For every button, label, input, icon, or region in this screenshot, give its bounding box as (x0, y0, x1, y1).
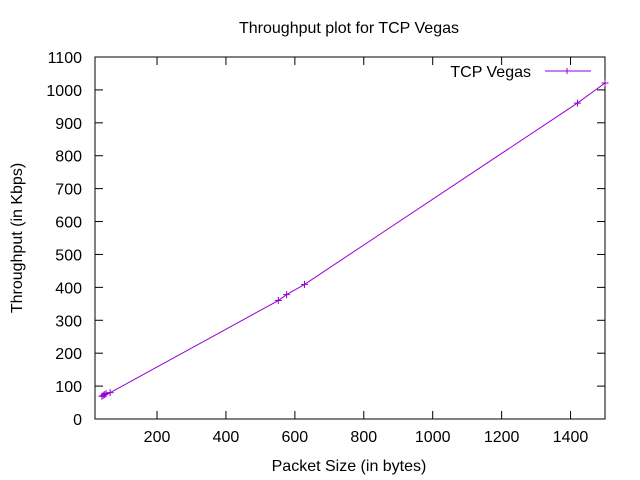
y-tick-label: 500 (55, 247, 82, 264)
x-tick-label: 1400 (553, 429, 589, 446)
y-tick-label: 100 (55, 379, 82, 396)
y-tick-label: 0 (73, 412, 82, 429)
data-point (283, 291, 291, 299)
data-point (601, 79, 609, 87)
data-point (573, 99, 581, 107)
y-tick-label: 900 (55, 116, 82, 133)
y-tick-label: 1000 (46, 83, 82, 100)
legend-swatch-marker (564, 68, 570, 74)
y-tick-label: 600 (55, 215, 82, 232)
series-line (101, 82, 606, 397)
legend: TCP Vegas (450, 64, 591, 81)
tick-labels: 200 400 600 800 1000 1200 1400 0 100 200 300 400 500… (46, 50, 588, 446)
y-tick-label: 700 (55, 182, 82, 199)
series-group (98, 79, 609, 400)
x-axis-title: Packet Size (in bytes) (272, 458, 427, 475)
data-point (101, 391, 109, 399)
y-axis-title: Throughput (in Kbps) (9, 163, 26, 313)
x-tick-label: 800 (350, 429, 377, 446)
plot-frame (94, 56, 606, 420)
x-tick-label: 400 (213, 429, 240, 446)
y-tick-label: 1100 (48, 50, 83, 67)
y-tick-label: 400 (55, 280, 82, 297)
data-point (106, 389, 114, 397)
x-tick-label: 200 (144, 429, 171, 446)
x-tick-label: 600 (282, 429, 309, 446)
y-tick-label: 200 (55, 346, 82, 363)
y-tick-label: 800 (55, 149, 82, 166)
data-point (301, 280, 309, 288)
ticks (95, 56, 605, 420)
x-tick-label: 1200 (484, 429, 520, 446)
legend-label: TCP Vegas (450, 64, 531, 81)
data-point (102, 390, 110, 398)
y-tick-label: 300 (55, 313, 82, 330)
data-point (274, 297, 282, 305)
x-tick-label: 1000 (415, 429, 451, 446)
chart-title: Throughput plot for TCP Vegas (239, 20, 459, 37)
